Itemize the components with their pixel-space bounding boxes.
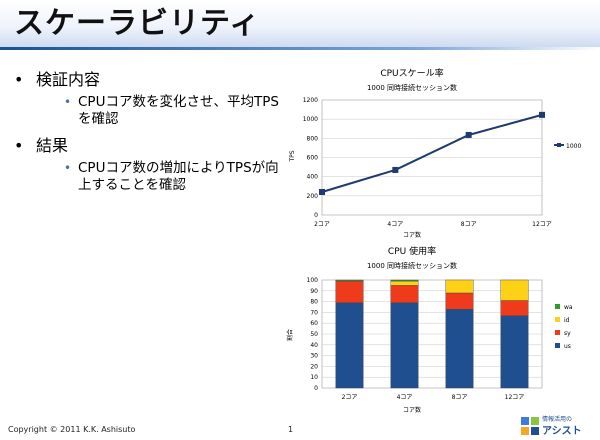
legend-swatch-icon [555,304,560,309]
bar-segment-sy [500,300,529,316]
chart-subtitle: 1000 同時接続セッション数 [367,83,457,92]
bar-segment-id [445,279,474,294]
bullet-text: 結果 [36,136,69,155]
series-line [321,113,543,193]
y-tick-label: 100 [307,277,319,284]
page-number: 1 [288,425,294,434]
y-tick-label: 10 [310,374,318,381]
chart-subtitle: 1000 同時接続セッション数 [367,261,457,270]
y-tick-label: 200 [307,193,319,200]
y-tick-label: 600 [307,155,319,162]
x-tick-label: 12コア [532,221,552,228]
sub-bullet-text: CPUコア数を変化させ、平均TPSを確認 [78,94,279,127]
x-tick-label: 4コア [387,221,403,228]
bar-segment-sy [445,292,474,310]
y-tick-label: 60 [310,320,318,327]
x-tick-label: 8コア [452,394,468,401]
y-axis-label: 割合 [286,329,294,341]
bar-segment-us [390,302,419,389]
y-tick-label: 40 [310,342,318,349]
legend-swatch-icon [555,330,560,335]
bullet-text: 検証内容 [36,70,101,89]
legend-label: wa [564,304,573,311]
bullet-dot-icon: • [64,95,72,109]
y-tick-label: 80 [310,299,318,306]
y-tick-label: 400 [307,174,319,181]
y-axis-label: TPS [289,150,296,162]
bullet-dot-icon: • [64,161,72,175]
legend-marker-icon [557,143,561,147]
logo-mark-icon [521,417,539,435]
x-tick-label: 12コア [505,394,525,401]
cpu-usage-stacked-bar-chart: CPU 使用率 1000 同時接続セッション数 割合 コア数 0 10 20 30 40… [286,245,573,414]
bar-segment-wa [335,279,364,282]
bar-segment-wa [390,279,419,282]
legend-swatch-icon [555,343,560,348]
legend-label: id [564,317,570,324]
bar-segment-sy [390,285,419,303]
logo-name: アシスト [542,426,582,437]
tps-line-chart: CPUスケール率 1000 同時接続セッション数 TPS コア数 0 200 400… [289,67,581,239]
legend-label: us [564,343,571,350]
sub-bullet-item: • CPUコア数を変化させ、平均TPSを確認 [64,94,288,128]
y-tick-label: 50 [310,331,318,338]
x-tick-label: 2コア [342,394,358,401]
bullet-list: • 検証内容 • CPUコア数を変化させ、平均TPSを確認 • 結果 • CPUコア数の… [14,70,284,202]
y-tick-label: 0 [314,212,318,219]
x-tick-label: 8コア [461,221,477,228]
bullet-item: • 検証内容 [14,70,284,90]
y-tick-label: 1200 [303,97,318,104]
y-tick-label: 70 [310,309,318,316]
x-axis-label: コア数 [403,231,421,239]
x-tick-label: 4コア [397,394,413,401]
chart-legend: 1000 [554,143,581,150]
footer-copyright: Copyright © 2011 K.K. Ashisuto [8,425,136,434]
chart-title: CPU 使用率 [388,245,436,257]
y-tick-label: 90 [310,288,318,295]
y-tick-label: 800 [307,135,319,142]
x-tick-label: 2コア [314,221,330,228]
bar-segment-id [500,279,529,301]
chart-title: CPUスケール率 [380,67,443,79]
bar-segment-us [445,308,474,389]
slide-title: スケーラビリティ [14,6,261,41]
title-underline [0,47,600,50]
bar-segment-id [390,280,419,286]
bar-segment-sy [335,280,364,303]
y-tick-label: 1000 [303,116,318,123]
y-tick-label: 20 [310,363,318,370]
bar-segment-us [335,302,364,389]
x-axis-label: コア数 [403,406,421,414]
sub-bullet-item: • CPUコア数の増加によりTPSが向上することを確認 [64,160,288,194]
legend-label: sy [564,330,571,337]
company-logo: 情報活用の アシスト [520,414,596,438]
data-point [539,111,545,118]
bullet-dot-icon: • [14,136,24,155]
bar-segment-us [500,315,529,389]
title-bar: スケーラビリティ [0,0,600,50]
y-tick-label: 0 [314,385,318,392]
bullet-dot-icon: • [14,70,24,89]
y-tick-label: 30 [310,353,318,360]
bullet-item: • 結果 [14,136,284,156]
data-point [392,166,399,173]
legend-label: 1000 [566,143,581,150]
data-point [319,189,325,195]
sub-bullet-text: CPUコア数の増加によりTPSが向上することを確認 [78,160,279,193]
logo-tagline: 情報活用の [542,416,573,423]
data-point [465,131,472,138]
legend-swatch-icon [555,317,560,322]
